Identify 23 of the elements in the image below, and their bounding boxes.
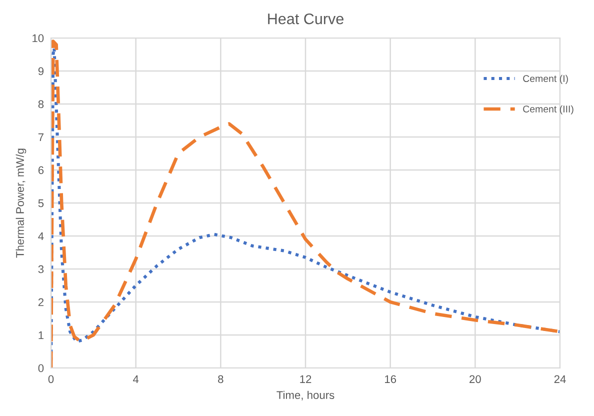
legend-label: Cement (III) [523, 105, 574, 114]
x-tick-label: 8 [218, 375, 224, 384]
y-tick-label: 5 [38, 199, 44, 208]
x-tick-label: 16 [385, 375, 396, 384]
y-axis-title: Thermal Power, mW/g [16, 148, 26, 258]
y-tick-label: 2 [38, 298, 44, 306]
y-tick-label: 1 [38, 331, 44, 340]
x-axis-title: Time, hours [276, 390, 334, 400]
y-tick-label: 0 [38, 364, 44, 372]
y-tick-label: 6 [38, 166, 44, 174]
legend-label: Cement (I) [523, 74, 568, 84]
x-tick-label: 12 [300, 375, 312, 383]
x-tick-label: 4 [133, 375, 139, 383]
x-tick-label: 20 [470, 375, 481, 384]
y-tick-label: 7 [38, 133, 44, 142]
y-tick-label: 8 [38, 100, 44, 108]
y-tick-label: 4 [38, 232, 44, 240]
y-tick-label: 3 [38, 265, 44, 274]
x-tick-label: 0 [48, 375, 54, 384]
y-tick-label: 9 [38, 67, 44, 76]
y-tick-label: 10 [32, 34, 44, 42]
chart-title: Heat Curve [268, 13, 344, 24]
x-tick-label: 24 [554, 375, 566, 383]
